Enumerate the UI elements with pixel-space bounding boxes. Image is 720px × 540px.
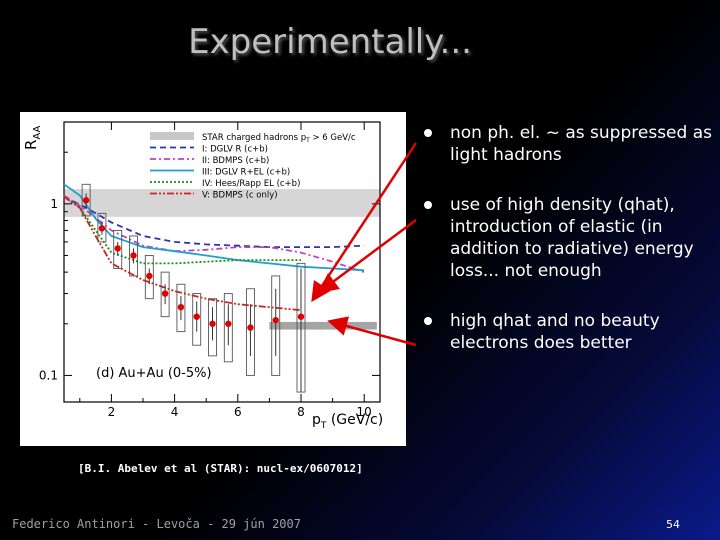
reference-citation: [B.I. Abelev et al (STAR): nucl-ex/06070… — [78, 462, 363, 475]
data-point — [247, 324, 254, 331]
x-axis-label-main: p — [312, 412, 321, 428]
legend-label-main: STAR charged hadrons p — [202, 133, 306, 143]
sys-box — [160, 271, 170, 318]
legend-label-2: II: BDMPS (c+b) — [202, 156, 269, 166]
y-tick-label: 1 — [50, 197, 58, 211]
x-tick-label: 4 — [171, 405, 179, 419]
slide-title: Experimentally... — [188, 22, 472, 62]
data-point — [209, 320, 216, 327]
series-line-4 — [63, 196, 301, 265]
x-axis-label-sub: T — [320, 421, 327, 431]
legend-label-4: IV: Hees/Rapp EL (c+b) — [202, 179, 300, 189]
data-point — [161, 290, 169, 297]
sys-box — [113, 229, 123, 269]
x-axis-label-unit: (GeV/c) — [326, 412, 383, 428]
bullet-dot-icon — [424, 317, 432, 325]
bullet-text: use of high density (qhat), introduction… — [450, 195, 694, 281]
page-number: 54 — [666, 518, 680, 531]
y-axis-label-sub: AA — [32, 125, 43, 139]
data-point — [130, 252, 137, 259]
raa-plot-svg: 2 4 6 8 100.11 STAR charged hadrons pT > 6 G… — [22, 121, 383, 431]
footer-text: Federico Antinori - Levoča - 29 jún 2007 — [12, 517, 301, 531]
sys-box — [81, 183, 91, 217]
data-point — [193, 313, 200, 320]
series-line-1 — [63, 195, 365, 249]
legend-label-3: III: DGLV R+EL (c+b) — [202, 168, 290, 178]
sys-box — [97, 212, 107, 243]
x-tick-label: 6 — [234, 405, 242, 419]
data-point — [114, 245, 121, 252]
data-point — [146, 272, 153, 280]
data-point — [177, 303, 185, 311]
bullet-dot-icon — [424, 201, 432, 209]
x-tick-label: 2 — [108, 405, 116, 419]
raa-plot: 2 4 6 8 10 0.1 1 STAR charged hadrons pT > 6 G… — [20, 112, 406, 446]
sys-box — [129, 235, 138, 277]
sys-box — [144, 255, 154, 300]
y-axis-label-main: R — [22, 140, 40, 150]
sys-box — [192, 293, 202, 346]
bullet-item: use of high density (qhat), introduction… — [420, 194, 712, 282]
legend-label-0: STAR charged hadrons pT > 6 GeV/c — [202, 133, 356, 144]
data-point — [297, 313, 305, 320]
series-line-3 — [63, 183, 365, 272]
data-point — [82, 197, 90, 204]
bullet-text: high qhat and no beauty electrons does b… — [450, 311, 660, 353]
band-1 — [269, 321, 377, 330]
panel-label: (d) Au+Au (0-5%) — [96, 366, 212, 381]
sys-box — [271, 275, 281, 376]
x-axis-label: pT (GeV/c) — [312, 412, 383, 431]
legend-label-1: I: DGLV R (c+b) — [202, 145, 268, 155]
x-tick-label: 10 — [357, 405, 372, 419]
bullet-item: high qhat and no beauty electrons does b… — [420, 310, 712, 354]
bullet-dot-icon — [424, 129, 432, 137]
series-line-2 — [63, 194, 365, 273]
data-point — [225, 320, 232, 327]
legend-label-tail: > 6 GeV/c — [310, 133, 356, 143]
data-point — [98, 225, 106, 232]
bullet-item: non ph. el. ~ as suppressed as light had… — [420, 122, 712, 166]
legend-label-5: V: BDMPS (c only) — [202, 191, 278, 201]
bullet-list: non ph. el. ~ as suppressed as light had… — [420, 122, 712, 382]
legend-swatch-0 — [150, 132, 194, 140]
series-line-5 — [63, 196, 302, 312]
bullet-text: non ph. el. ~ as suppressed as light had… — [450, 123, 712, 165]
y-tick-label: 0.1 — [39, 368, 58, 382]
sys-box — [176, 283, 186, 333]
data-point — [272, 316, 279, 324]
y-axis-label: RAA — [22, 125, 43, 150]
sys-box — [223, 293, 233, 363]
sys-box — [245, 288, 255, 376]
legend-label-sub: T — [305, 137, 310, 144]
x-tick-label: 8 — [297, 405, 305, 419]
sys-box — [208, 298, 217, 357]
